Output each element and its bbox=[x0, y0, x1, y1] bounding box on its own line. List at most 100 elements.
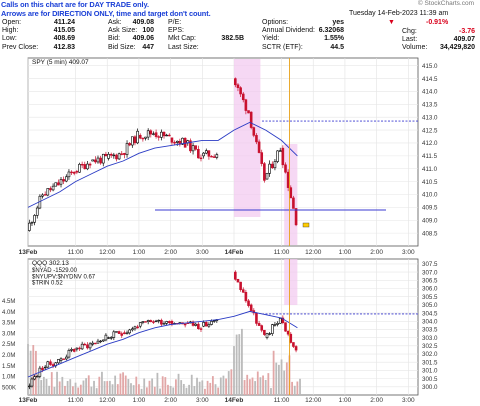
candle-body bbox=[160, 131, 163, 138]
volume-bar bbox=[145, 387, 148, 395]
x-tick-label: 3:00 bbox=[196, 397, 209, 404]
volume-bar bbox=[196, 377, 198, 395]
x-tick-label: 11:00 bbox=[274, 249, 290, 256]
legend-entry: $NYUPV:$NYDNV 0.67 bbox=[32, 274, 96, 280]
candle-body bbox=[212, 320, 216, 322]
note-line-1: Calls on this chart are for DAY TRADE on… bbox=[1, 0, 149, 9]
candle-body bbox=[30, 378, 34, 387]
volume-bar bbox=[45, 378, 48, 395]
candle-body bbox=[49, 361, 52, 365]
y-tick-label: 412.5 bbox=[422, 127, 438, 134]
volume-bar bbox=[95, 388, 98, 395]
quote-value: 412.83 bbox=[53, 43, 75, 51]
volume-bar bbox=[64, 385, 66, 395]
volume-tick-label: 1.5M bbox=[2, 364, 15, 370]
candle-body bbox=[286, 171, 290, 188]
candle-body bbox=[210, 156, 213, 158]
plot-frame bbox=[27, 57, 419, 247]
x-tick-label: 12:00 bbox=[99, 249, 116, 256]
volume-bar bbox=[77, 387, 80, 395]
plot-frame bbox=[27, 258, 419, 396]
x-tick-label: 14Feb bbox=[225, 397, 244, 404]
candle-body bbox=[91, 342, 95, 345]
quote-label: Bid: bbox=[108, 35, 121, 43]
candle-body bbox=[215, 154, 219, 158]
y-tick-label: 301.5 bbox=[422, 359, 438, 366]
x-tick-label: 2:00 bbox=[370, 397, 383, 404]
volume-bar bbox=[172, 387, 175, 395]
x-tick-label: 3:00 bbox=[402, 397, 415, 404]
candle-body bbox=[289, 333, 293, 343]
volume-bar bbox=[151, 378, 154, 395]
x-tick-label: 1:00 bbox=[133, 397, 146, 404]
candle-body bbox=[260, 325, 264, 331]
candle-body bbox=[107, 153, 110, 159]
candle-body bbox=[167, 134, 171, 137]
quote-value: 409.08 bbox=[132, 19, 154, 26]
volume-bar bbox=[119, 373, 122, 395]
volume-bar bbox=[135, 376, 138, 395]
header-datetime: Tuesday 14-Feb-2023 11:39 am bbox=[349, 10, 449, 17]
volume-bar bbox=[206, 380, 209, 395]
candle-body bbox=[138, 134, 142, 139]
candle-body bbox=[239, 281, 242, 290]
x-tick-label: 13Feb bbox=[19, 249, 38, 256]
y-tick-label: 411.5 bbox=[422, 153, 438, 160]
volume-bar bbox=[209, 382, 212, 395]
volume-bar bbox=[174, 379, 177, 395]
candle-body bbox=[141, 321, 145, 323]
candle-body bbox=[265, 333, 269, 338]
candle-body bbox=[236, 278, 240, 283]
candle-body bbox=[28, 385, 31, 388]
quote-value: yes bbox=[332, 19, 344, 26]
y-tick-label: 408.5 bbox=[422, 230, 438, 237]
quote-value: 447 bbox=[142, 43, 154, 51]
quote-label: High: bbox=[2, 27, 19, 35]
volume-bar bbox=[285, 362, 288, 395]
y-tick-label: 409.0 bbox=[422, 217, 438, 224]
candle-body bbox=[131, 136, 134, 146]
x-tick-label: 1:00 bbox=[133, 249, 146, 256]
volume-bar bbox=[27, 343, 29, 395]
candle-body bbox=[263, 163, 266, 181]
x-tick-label: 3:00 bbox=[196, 249, 209, 256]
candle-body bbox=[241, 289, 245, 293]
volume-bar bbox=[98, 376, 101, 395]
candle-body bbox=[141, 137, 145, 140]
legend-entry: $NYAD -1529.00 bbox=[32, 268, 78, 274]
volume-bar bbox=[116, 384, 119, 395]
volume-bar bbox=[143, 378, 146, 395]
candle-body bbox=[104, 334, 108, 341]
candle-body bbox=[292, 197, 295, 209]
volume-bar bbox=[130, 383, 132, 395]
candle-body bbox=[294, 346, 298, 351]
candle-body bbox=[191, 145, 195, 152]
volume-bar bbox=[235, 334, 238, 395]
quote-label: Mkt Cap: bbox=[168, 35, 197, 43]
volume-bar bbox=[293, 385, 296, 395]
candle-body bbox=[43, 194, 47, 196]
x-tick-label: 12:00 bbox=[99, 397, 116, 404]
y-tick-label: 413.5 bbox=[422, 102, 438, 109]
x-tick-label: 2:00 bbox=[370, 249, 383, 256]
volume-bar bbox=[188, 384, 191, 395]
volume-bar bbox=[37, 377, 40, 395]
x-tick-label: 2:00 bbox=[164, 249, 177, 256]
volume-bar bbox=[256, 371, 259, 395]
candle-body bbox=[263, 329, 266, 335]
x-tick-label: 12:00 bbox=[305, 249, 322, 256]
candle-body bbox=[146, 320, 150, 323]
quote-label: Ask Size: bbox=[108, 27, 138, 35]
quote-label: Bid Size: bbox=[108, 43, 136, 51]
candle-body bbox=[46, 188, 50, 196]
volume-bar bbox=[219, 377, 222, 395]
volume-bar bbox=[87, 375, 90, 395]
volume-bar bbox=[299, 378, 301, 395]
quote-label: Annual Dividend: bbox=[262, 27, 315, 35]
volume-bar bbox=[270, 388, 272, 395]
candle-body bbox=[247, 300, 250, 306]
candle-body bbox=[125, 143, 129, 155]
volume-bar bbox=[164, 377, 167, 395]
candle-body bbox=[72, 349, 76, 352]
